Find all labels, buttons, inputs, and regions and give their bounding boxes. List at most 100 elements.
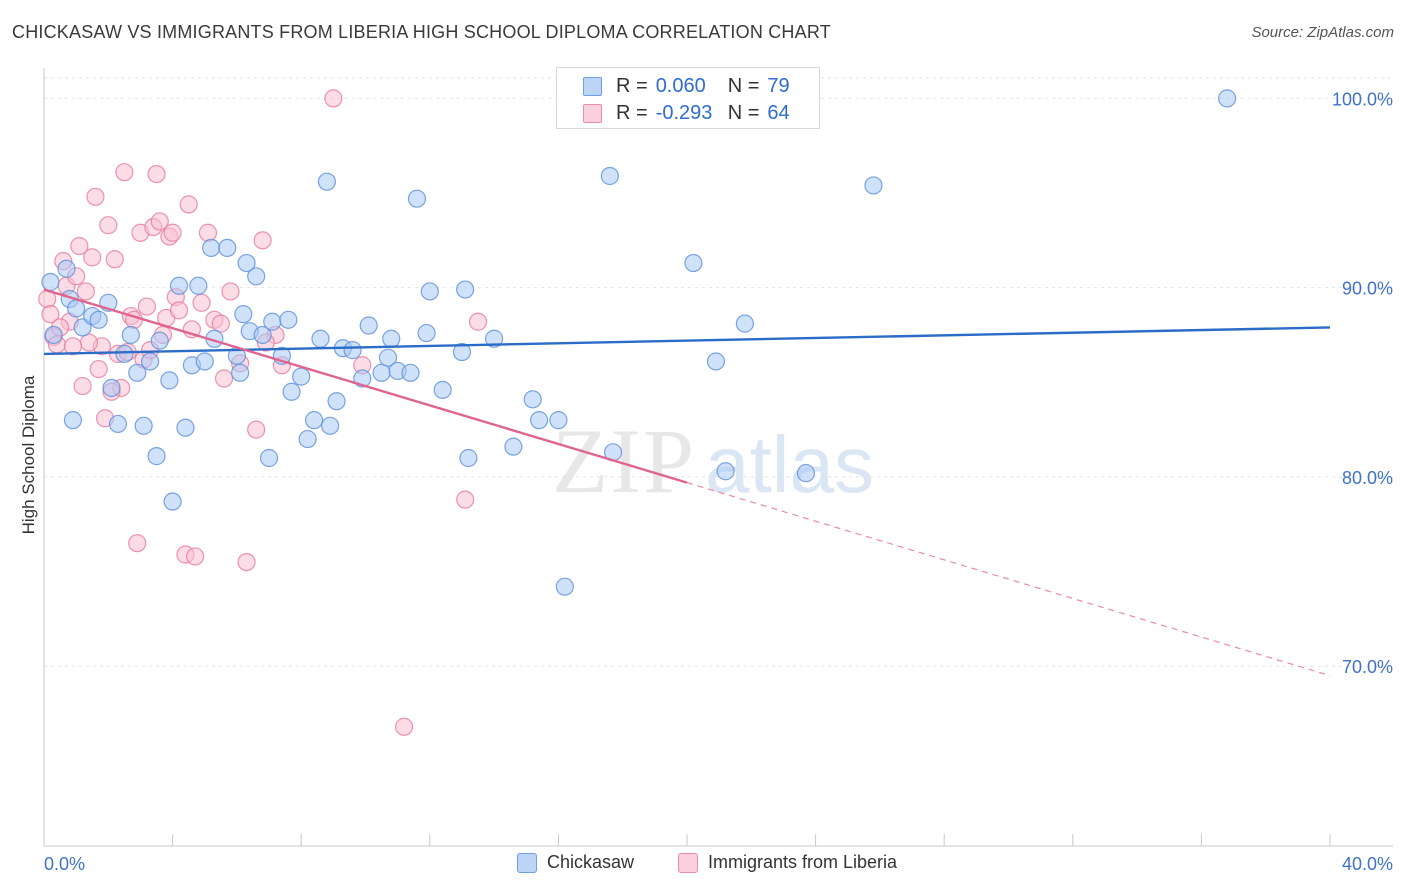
chickasaw-point [147, 447, 166, 466]
liberia-point [237, 552, 256, 572]
liberia-point [468, 312, 488, 331]
chickasaw-point [237, 253, 256, 273]
legend-n-label: N = [727, 74, 760, 97]
liberia-point [247, 420, 266, 439]
series-swatch-liberia [678, 852, 698, 873]
chickasaw-point [150, 331, 169, 350]
chickasaw-point [169, 276, 189, 295]
liberia-point [86, 187, 105, 206]
liberia-point [456, 490, 475, 509]
legend-swatch-chickasaw [583, 76, 602, 96]
chickasaw-point [121, 325, 140, 345]
stats-legend: R = 0.060 N = 79 R = -0.293 N = 64 [556, 67, 820, 129]
chickasaw-point [128, 363, 147, 382]
series-swatch-chickasaw [517, 852, 537, 873]
chickasaw-point [372, 363, 391, 382]
chickasaw-point [317, 172, 337, 191]
chickasaw-point [102, 378, 121, 398]
chickasaw-point [382, 329, 401, 348]
chickasaw-point [41, 272, 60, 292]
chickasaw-point [247, 267, 266, 286]
chickasaw-point [504, 437, 523, 456]
chickasaw-point [327, 392, 346, 411]
liberia-point [324, 89, 343, 108]
chickasaw-point [523, 390, 542, 409]
chickasaw-point [417, 323, 436, 343]
legend-n-value: 79 [767, 74, 790, 97]
liberia-point [214, 369, 234, 388]
chickasaw-point [195, 352, 214, 371]
liberia-point [169, 301, 189, 320]
chickasaw-point [67, 299, 86, 318]
chickasaw-point [202, 238, 221, 258]
chickasaw-point [321, 416, 340, 435]
chickasaw-point [63, 411, 83, 430]
chickasaw-point [735, 314, 754, 333]
series-label-liberia: Immigrants from Liberia [708, 852, 898, 872]
legend-r-value: 0.060 [655, 74, 706, 97]
chickasaw-point [433, 380, 452, 399]
chickasaw-point [311, 329, 330, 348]
series-label-chickasaw: Chickasaw [547, 852, 635, 872]
legend-r-label: R = [616, 74, 648, 97]
x-tick-label: 40.0% [1342, 854, 1393, 874]
liberia-point [83, 248, 102, 267]
liberia-point [198, 223, 218, 242]
chickasaw-point [163, 492, 182, 511]
source-label: Source: ZipAtlas.com [1251, 24, 1394, 41]
liberia-point [147, 164, 166, 184]
liberia-point [221, 282, 240, 301]
liberia-point [128, 534, 147, 553]
chickasaw-point [279, 310, 298, 329]
chickasaw-point [549, 411, 568, 430]
chickasaw-point [1218, 89, 1237, 108]
chickasaw-point [298, 429, 317, 449]
liberia-point [76, 282, 95, 301]
legend-swatch-liberia [583, 103, 602, 123]
y-tick-label: 70.0% [1342, 657, 1393, 677]
liberia-point [63, 337, 83, 356]
liberia-point [211, 314, 230, 333]
chickasaw-point [452, 342, 472, 362]
chickasaw-point [57, 259, 76, 278]
chickasaw-point [44, 325, 63, 345]
x-tick-label: 0.0% [44, 854, 85, 874]
liberia-point [89, 359, 108, 379]
liberia-point [105, 250, 124, 269]
chickasaw-point [706, 352, 726, 371]
chickasaw-point [459, 448, 478, 468]
chickasaw-point [796, 464, 816, 483]
chickasaw-point [407, 189, 427, 208]
chickasaw-trend-line [43, 326, 1331, 356]
legend-r-value: -0.293 [655, 101, 713, 124]
liberia-point [253, 231, 272, 250]
liberia-point [73, 376, 92, 396]
legend-row-liberia: R = -0.293 N = 64 [583, 101, 790, 125]
liberia-point [179, 195, 198, 214]
chickasaw-point [259, 448, 279, 468]
series-legend: Chickasaw Immigrants from Liberia [0, 852, 1406, 876]
chickasaw-point [401, 363, 420, 382]
liberia-point [70, 236, 89, 256]
liberia-trend-line [43, 288, 688, 484]
liberia-trend-extension [686, 482, 1331, 677]
chickasaw-point [864, 176, 883, 195]
series-legend-liberia[interactable]: Immigrants from Liberia [678, 852, 897, 873]
chickasaw-point [282, 382, 301, 401]
chickasaw-point [378, 348, 398, 367]
liberia-point [163, 223, 182, 242]
liberia-point [41, 305, 60, 324]
chickasaw-point [108, 414, 128, 434]
series-legend-chickasaw[interactable]: Chickasaw [517, 852, 634, 873]
legend-r-label: R = [616, 101, 648, 124]
chickasaw-point [420, 282, 439, 301]
chickasaw-point [115, 344, 134, 364]
chickasaw-point [716, 462, 735, 481]
chickasaw-point [684, 253, 703, 273]
chickasaw-point [218, 238, 237, 258]
watermark-atlas: atlas [705, 420, 874, 509]
chickasaw-point [555, 577, 574, 596]
chickasaw-point [140, 352, 160, 371]
chickasaw-point [189, 276, 208, 295]
